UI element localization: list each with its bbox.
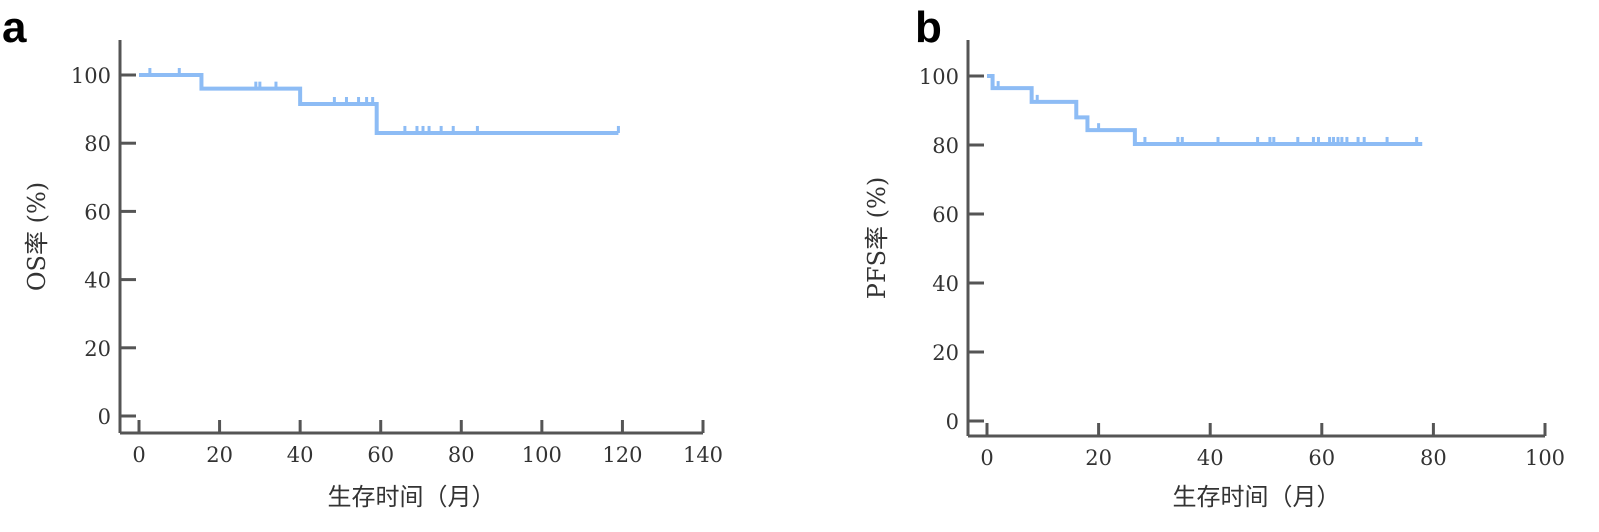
x-tick-label: 80 bbox=[448, 443, 475, 467]
y-tick-label: 0 bbox=[98, 405, 111, 429]
y-tick-label: 80 bbox=[932, 134, 959, 158]
survival-curve bbox=[139, 73, 619, 135]
x-tick-label: 80 bbox=[1420, 446, 1447, 470]
y-tick-label: 0 bbox=[946, 410, 959, 434]
x-tick-label: 40 bbox=[287, 443, 314, 467]
y-tick-label: 60 bbox=[932, 203, 959, 227]
x-tick-label: 60 bbox=[1308, 446, 1335, 470]
pfs-chart: 0 20 40 60 80 100 0 20 40 60 80 100 生存时间（月） PFS率 (%) bbox=[863, 40, 1565, 511]
x-axis-title: 生存时间（月） bbox=[328, 483, 496, 511]
panel-label-b: b bbox=[915, 3, 942, 52]
x-tick-label: 120 bbox=[602, 443, 642, 467]
x-tick-label: 140 bbox=[683, 443, 723, 467]
y-tick-label: 80 bbox=[84, 132, 111, 156]
x-tick-label: 0 bbox=[980, 446, 993, 470]
x-tick-label: 100 bbox=[522, 443, 562, 467]
x-tick-label: 100 bbox=[1525, 446, 1565, 470]
y-tick-label: 100 bbox=[919, 65, 959, 89]
y-tick-label: 60 bbox=[84, 200, 111, 224]
x-tick-label: 60 bbox=[367, 443, 394, 467]
x-tick-label: 40 bbox=[1197, 446, 1224, 470]
y-tick-label: 20 bbox=[84, 337, 111, 361]
x-tick-label: 20 bbox=[1085, 446, 1112, 470]
y-tick-label: 40 bbox=[932, 272, 959, 296]
os-chart: 0 20 40 60 80 100 120 140 0 20 40 60 80 100 生存时间（月） OS率… bbox=[23, 40, 723, 511]
y-tick-label: 40 bbox=[84, 269, 111, 293]
y-axis-title: PFS率 (%) bbox=[863, 177, 891, 299]
x-axis-title: 生存时间（月） bbox=[1173, 483, 1341, 511]
survival-curve bbox=[987, 74, 1423, 146]
y-tick-label: 100 bbox=[71, 64, 111, 88]
x-tick-label: 0 bbox=[132, 443, 145, 467]
y-axis-title: OS率 (%) bbox=[23, 182, 51, 291]
panel-label-a: a bbox=[2, 3, 27, 52]
x-tick-label: 20 bbox=[206, 443, 233, 467]
y-tick-label: 20 bbox=[932, 341, 959, 365]
